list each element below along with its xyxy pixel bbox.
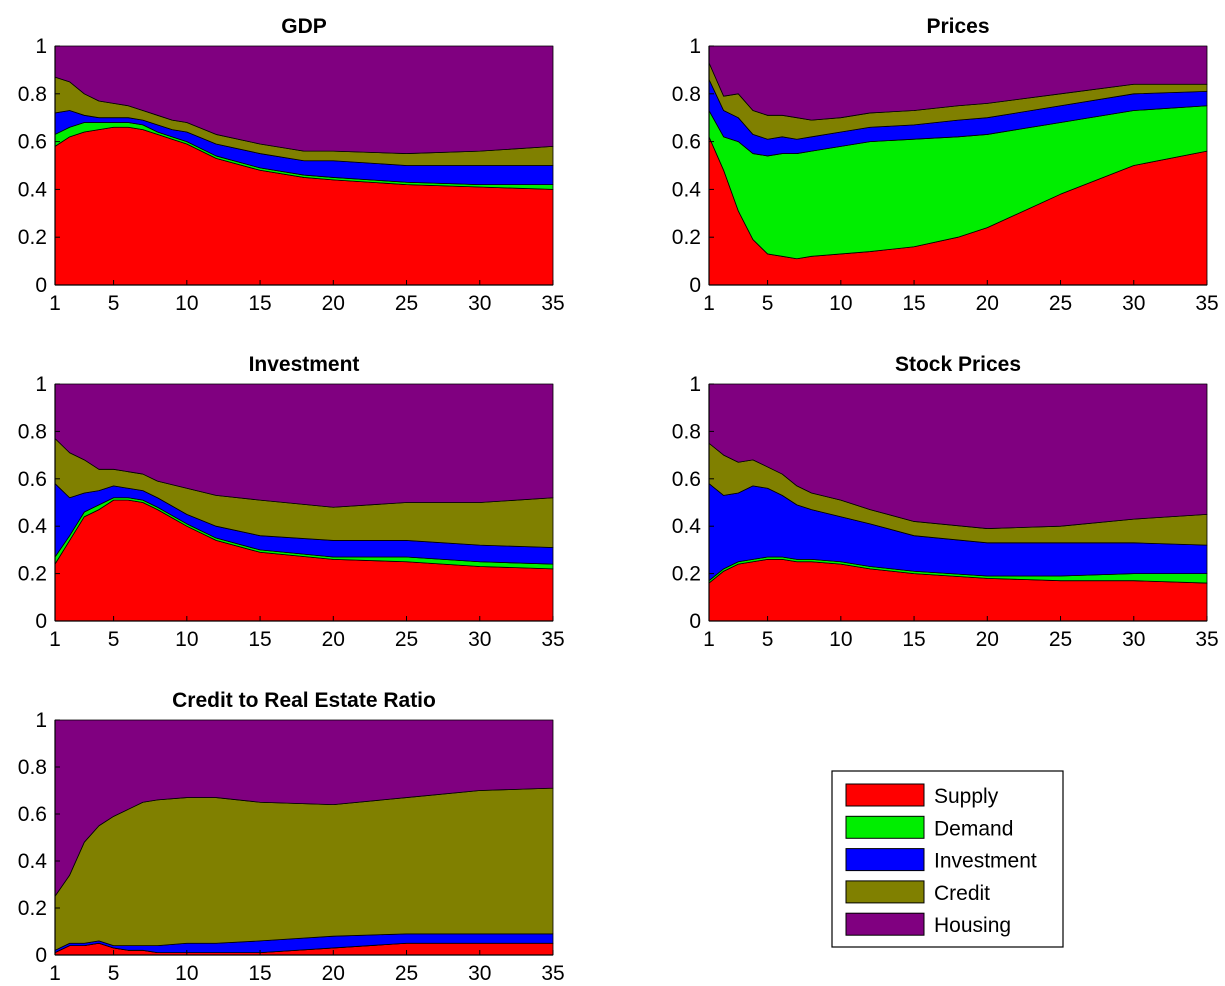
legend-swatch-housing — [845, 912, 925, 936]
legend: Supply Demand Investment Credit Housing — [831, 770, 1064, 948]
x-tick-label: 5 — [108, 962, 120, 985]
x-tick-label: 10 — [829, 292, 852, 315]
x-tick-label: 1 — [703, 628, 715, 651]
y-tick-label: 1 — [35, 373, 47, 396]
x-tick-label: 5 — [108, 292, 120, 315]
y-tick-label: 0.2 — [672, 563, 701, 586]
chart-title: Stock Prices — [895, 353, 1021, 376]
y-tick-label: 0.8 — [672, 83, 701, 106]
y-tick-label: 0.8 — [672, 420, 701, 443]
x-tick-label: 15 — [248, 628, 271, 651]
x-tick-label: 1 — [49, 292, 61, 315]
chart-title: Prices — [926, 15, 989, 38]
y-tick-label: 0.4 — [18, 178, 48, 201]
x-tick-label: 25 — [395, 292, 418, 315]
area-housing-credit-to-real-estate-ratio — [54, 719, 554, 897]
x-tick-label: 35 — [1195, 628, 1218, 651]
x-tick-label: 15 — [248, 962, 271, 985]
legend-label-credit: Credit — [934, 882, 990, 905]
x-tick-label: 20 — [976, 628, 999, 651]
x-tick-label: 10 — [829, 628, 852, 651]
y-tick-label: 0.2 — [18, 226, 47, 249]
x-tick-label: 30 — [1122, 628, 1145, 651]
y-tick-label: 0.6 — [672, 131, 701, 154]
y-tick-label: 1 — [35, 35, 47, 58]
x-tick-label: 30 — [468, 628, 491, 651]
y-tick-label: 0.6 — [672, 468, 701, 491]
x-tick-label: 1 — [49, 628, 61, 651]
area-credit-credit-to-real-estate-ratio — [54, 787, 554, 951]
y-tick-label: 0.4 — [672, 178, 702, 201]
chart-title: GDP — [281, 15, 327, 38]
x-tick-label: 15 — [902, 628, 925, 651]
x-tick-label: 35 — [541, 292, 564, 315]
x-tick-label: 20 — [322, 962, 345, 985]
y-tick-label: 0.6 — [18, 803, 47, 826]
x-tick-label: 15 — [902, 292, 925, 315]
x-tick-label: 20 — [322, 292, 345, 315]
x-tick-label: 35 — [541, 962, 564, 985]
x-tick-label: 20 — [322, 628, 345, 651]
x-tick-label: 25 — [1049, 292, 1072, 315]
legend-swatch-demand — [845, 815, 925, 839]
y-tick-label: 0.2 — [672, 226, 701, 249]
x-tick-label: 5 — [108, 628, 120, 651]
y-tick-label: 0.8 — [18, 756, 47, 779]
y-tick-label: 0.2 — [18, 563, 47, 586]
x-tick-label: 10 — [175, 962, 198, 985]
legend-swatch-supply — [845, 783, 925, 807]
area-housing-stock-prices — [708, 383, 1208, 529]
x-tick-label: 25 — [395, 962, 418, 985]
y-tick-label: 1 — [689, 35, 701, 58]
x-tick-label: 30 — [1122, 292, 1145, 315]
y-tick-label: 0 — [35, 274, 47, 297]
x-tick-label: 25 — [395, 628, 418, 651]
x-tick-label: 1 — [703, 292, 715, 315]
x-tick-label: 35 — [1195, 292, 1218, 315]
x-tick-label: 35 — [541, 628, 564, 651]
y-tick-label: 0 — [689, 274, 701, 297]
y-tick-label: 0.4 — [672, 515, 702, 538]
legend-label-investment: Investment — [934, 850, 1037, 873]
y-tick-label: 0.8 — [18, 83, 47, 106]
y-tick-label: 0 — [35, 944, 47, 967]
area-housing-investment — [54, 383, 554, 508]
y-tick-label: 1 — [689, 373, 701, 396]
x-tick-label: 20 — [976, 292, 999, 315]
y-tick-label: 0 — [689, 610, 701, 633]
area-housing-prices — [708, 45, 1208, 121]
x-tick-label: 10 — [175, 628, 198, 651]
x-tick-label: 5 — [762, 628, 774, 651]
x-tick-label: 5 — [762, 292, 774, 315]
y-tick-label: 0.4 — [18, 515, 48, 538]
area-housing-gdp — [54, 45, 554, 154]
legend-label-housing: Housing — [934, 914, 1011, 937]
y-tick-label: 0.4 — [18, 850, 48, 873]
x-tick-label: 30 — [468, 962, 491, 985]
legend-swatch-investment — [845, 848, 925, 872]
x-tick-label: 1 — [49, 962, 61, 985]
x-tick-label: 25 — [1049, 628, 1072, 651]
y-tick-label: 0 — [35, 610, 47, 633]
legend-label-supply: Supply — [934, 785, 999, 808]
x-tick-label: 15 — [248, 292, 271, 315]
y-tick-label: 0.2 — [18, 897, 47, 920]
y-tick-label: 1 — [35, 709, 47, 732]
y-tick-label: 0.6 — [18, 468, 47, 491]
legend-swatch-credit — [845, 880, 925, 904]
legend-label-demand: Demand — [934, 817, 1013, 840]
x-tick-label: 30 — [468, 292, 491, 315]
chart-title: Credit to Real Estate Ratio — [172, 689, 436, 712]
y-tick-label: 0.6 — [18, 131, 47, 154]
x-tick-label: 10 — [175, 292, 198, 315]
y-tick-label: 0.8 — [18, 420, 47, 443]
chart-title: Investment — [249, 353, 360, 376]
